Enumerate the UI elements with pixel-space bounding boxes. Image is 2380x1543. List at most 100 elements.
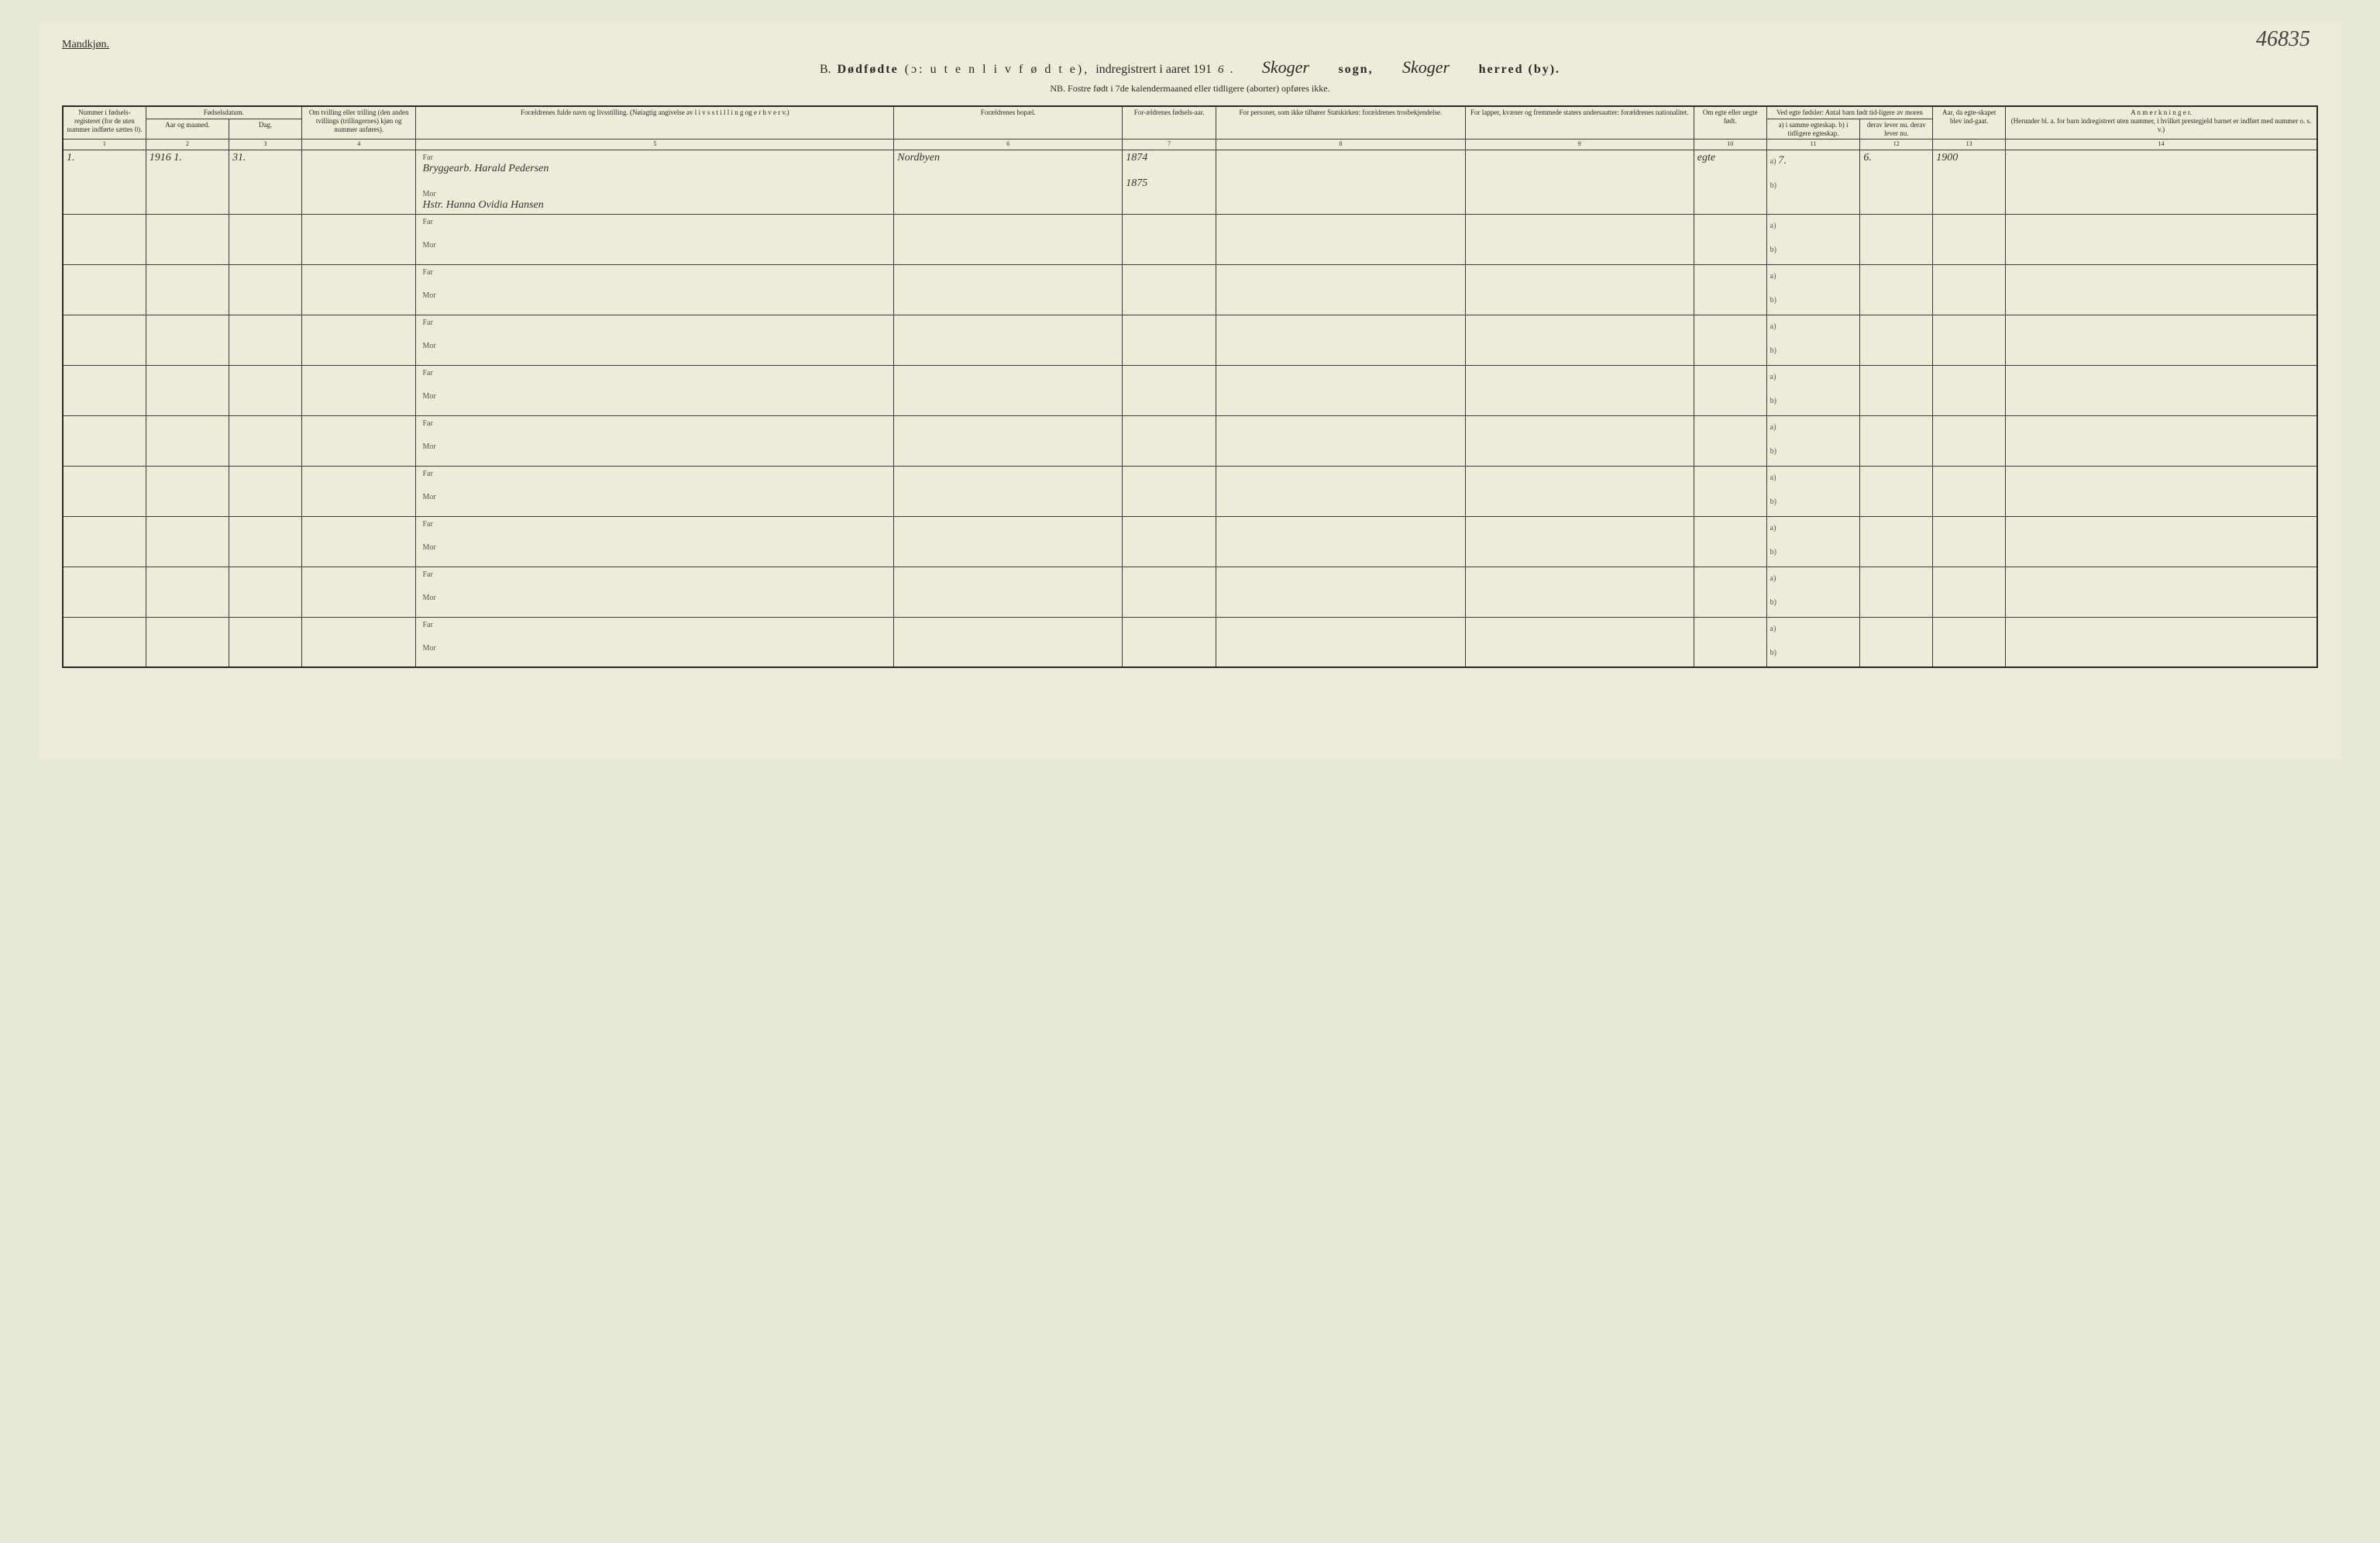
cell-12 xyxy=(1860,466,1933,516)
colnum-4: 4 xyxy=(301,139,416,150)
table-row: FarMor a) b) xyxy=(63,415,2317,466)
cell-parent-years: 18741875 xyxy=(1123,150,1216,215)
b-label: b) xyxy=(1770,181,1857,191)
mor-label: Mor xyxy=(422,392,890,401)
cell-egte xyxy=(1694,315,1766,365)
title-paren: (ɔ: u t e n l i v f ø d t e), xyxy=(905,63,1090,77)
cell-year-month xyxy=(146,567,229,617)
cell-nation xyxy=(1465,315,1694,365)
mor-label: Mor xyxy=(422,241,890,250)
colnum-5: 5 xyxy=(416,139,894,150)
register-page: 46835 Mandkjøn. B. Dødfødte (ɔ: u t e n … xyxy=(39,23,2341,759)
cell-anm xyxy=(2006,516,2317,567)
sogn-label: sogn, xyxy=(1338,63,1373,77)
th-2: Fødselsdatum. xyxy=(146,106,301,119)
cell-egte xyxy=(1694,264,1766,315)
cell-parents: FarMor xyxy=(416,315,894,365)
table-header: Nummer i fødsels-registeret (for de uten… xyxy=(63,106,2317,150)
cell-bopael xyxy=(894,466,1123,516)
cell-twin xyxy=(301,516,416,567)
cell-year-month xyxy=(146,617,229,667)
a-label: a) xyxy=(1770,268,1857,282)
parents-mor: Hstr. Hanna Ovidia Hansen xyxy=(422,199,543,211)
herred-handwritten: Skoger xyxy=(1380,57,1473,78)
b-label: b) xyxy=(1770,649,1857,658)
cell-nation xyxy=(1465,264,1694,315)
cell-parent-years xyxy=(1123,214,1216,264)
th-2b: Dag. xyxy=(229,119,302,139)
cell-day xyxy=(229,264,302,315)
column-number-row: 1 2 3 4 5 6 7 8 9 10 11 12 13 14 xyxy=(63,139,2317,150)
cell-religion xyxy=(1216,617,1465,667)
cell-twin xyxy=(301,617,416,667)
cell-parents: FarMor xyxy=(416,617,894,667)
a-label: a) xyxy=(1770,319,1857,332)
th-14-title: A n m e r k n i n g e r. xyxy=(2131,108,2192,116)
cell-12 xyxy=(1860,264,1933,315)
cell-11: a) b) xyxy=(1766,315,1860,365)
cell-day xyxy=(229,214,302,264)
cell-13 xyxy=(1933,516,2006,567)
table-row: FarMor a) b) xyxy=(63,315,2317,365)
table-row: FarMora) b) xyxy=(63,365,2317,415)
cell-twin xyxy=(301,264,416,315)
a-label: a) xyxy=(1770,419,1857,433)
cell-anm xyxy=(2006,150,2317,215)
cell-parents: FarMor xyxy=(416,264,894,315)
cell-anm xyxy=(2006,415,2317,466)
cell-day xyxy=(229,466,302,516)
cell-religion xyxy=(1216,214,1465,264)
cell-nation xyxy=(1465,415,1694,466)
cell-anm xyxy=(2006,315,2317,365)
cell-11: a) b) xyxy=(1766,264,1860,315)
a-label: a) xyxy=(1770,621,1857,635)
sogn-handwritten: Skoger xyxy=(1239,57,1332,78)
cell-twin xyxy=(301,365,416,415)
th-14-sub: (Herunder bl. a. for barn indregistrert … xyxy=(2011,117,2312,133)
cell-nation xyxy=(1465,365,1694,415)
a-label: a) 7. xyxy=(1770,153,1857,167)
cell-12 xyxy=(1860,516,1933,567)
colnum-6: 6 xyxy=(894,139,1123,150)
cell-religion xyxy=(1216,415,1465,466)
table-row: FarMora) b) xyxy=(63,516,2317,567)
cell-egte: egte xyxy=(1694,150,1766,215)
title-period: . xyxy=(1230,63,1233,77)
cell-12 xyxy=(1860,415,1933,466)
cell-13: 1900 xyxy=(1933,150,2006,215)
title-mid: indregistrert i aaret 191 xyxy=(1095,63,1212,77)
cell-religion xyxy=(1216,567,1465,617)
colnum-9: 9 xyxy=(1465,139,1694,150)
far-label: Far xyxy=(422,268,890,277)
cell-12 xyxy=(1860,365,1933,415)
cell-parents: FarMor xyxy=(416,365,894,415)
cell-year-month xyxy=(146,214,229,264)
cell-parent-years xyxy=(1123,567,1216,617)
colnum-13: 13 xyxy=(1933,139,2006,150)
mor-label: Mor xyxy=(422,644,890,653)
mor-label: Mor xyxy=(422,443,890,452)
cell-egte xyxy=(1694,214,1766,264)
cell-twin xyxy=(301,466,416,516)
mor-label: Mor xyxy=(422,190,890,199)
cell-year-month xyxy=(146,516,229,567)
cell-egte xyxy=(1694,617,1766,667)
cell-parent-years xyxy=(1123,466,1216,516)
th-11a: a) i samme egteskap. b) i tidligere egte… xyxy=(1766,119,1860,139)
cell-religion xyxy=(1216,365,1465,415)
cell-parents: FarMor xyxy=(416,415,894,466)
cell-egte xyxy=(1694,567,1766,617)
cell-day xyxy=(229,415,302,466)
cell-11: a) b) xyxy=(1766,415,1860,466)
cell-13 xyxy=(1933,214,2006,264)
cell-nation xyxy=(1465,567,1694,617)
cell-11: a) b) xyxy=(1766,516,1860,567)
th-5: Forældrenes fulde navn og livsstilling. … xyxy=(416,106,894,139)
far-label: Far xyxy=(422,470,890,479)
title-prefix: B. xyxy=(820,63,831,77)
cell-parents: FarMor xyxy=(416,567,894,617)
th-7: For-ældrenes fødsels-aar. xyxy=(1123,106,1216,139)
cell-bopael: Nordbyen xyxy=(894,150,1123,215)
cell-num xyxy=(63,617,146,667)
far-label: Far xyxy=(422,319,890,328)
